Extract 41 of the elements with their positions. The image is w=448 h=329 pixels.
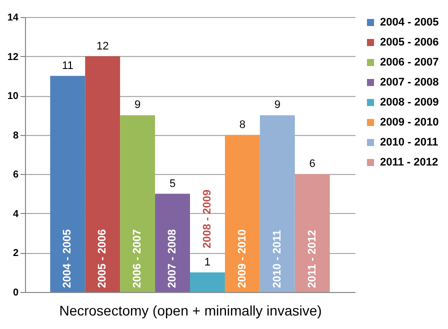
data-label: 12 <box>96 40 109 52</box>
y-tick-label: 8 <box>12 130 19 142</box>
legend-label: 2006 - 2007 <box>380 56 439 68</box>
bar <box>50 76 86 292</box>
data-label: 11 <box>62 60 74 72</box>
x-axis-title: Necrosectomy (open + minimally invasive) <box>59 302 322 318</box>
legend-label: 2005 - 2006 <box>380 36 439 48</box>
text: 2004 - 2005 <box>62 229 74 288</box>
bar <box>224 134 260 292</box>
legend-label: 2011 - 2012 <box>380 156 438 168</box>
legend-label: 2007 - 2008 <box>380 76 439 88</box>
y-tick-label: 12 <box>7 52 19 63</box>
data-label: 5 <box>169 178 176 190</box>
text: 2011 - 2012 <box>306 230 318 288</box>
y-tick-label: 4 <box>12 208 19 220</box>
y-tick-label: 6 <box>12 170 19 181</box>
legend-label: 2008 - 2009 <box>380 96 439 108</box>
text: 2005 - 2006 <box>96 229 109 288</box>
text: 2006 - 2007 <box>132 229 144 288</box>
data-label: 6 <box>309 158 316 170</box>
bar <box>190 272 225 292</box>
bar <box>85 56 120 292</box>
text: 2008 - 2009 <box>201 190 214 248</box>
text: 2010 - 2011 <box>271 230 284 288</box>
text: 2009 - 2010 <box>236 229 248 288</box>
data-label: 9 <box>274 99 280 112</box>
data-label: 8 <box>239 118 246 131</box>
bar <box>294 174 330 292</box>
data-label: 1 <box>204 256 211 268</box>
bar <box>120 115 156 292</box>
data-label: 9 <box>134 99 141 112</box>
y-tick-label: 0 <box>12 288 19 298</box>
text: 2007 - 2008 <box>166 229 179 288</box>
y-tick-label: 10 <box>7 91 19 102</box>
legend-label: 2010 - 2011 <box>380 136 438 148</box>
bar <box>155 194 190 292</box>
y-tick-label: 2 <box>12 248 19 260</box>
legend-label: 2009 - 2010 <box>380 116 439 128</box>
y-tick-label: 14 <box>7 12 19 24</box>
legend-label: 2004 - 2005 <box>380 16 439 28</box>
bar <box>260 115 295 292</box>
